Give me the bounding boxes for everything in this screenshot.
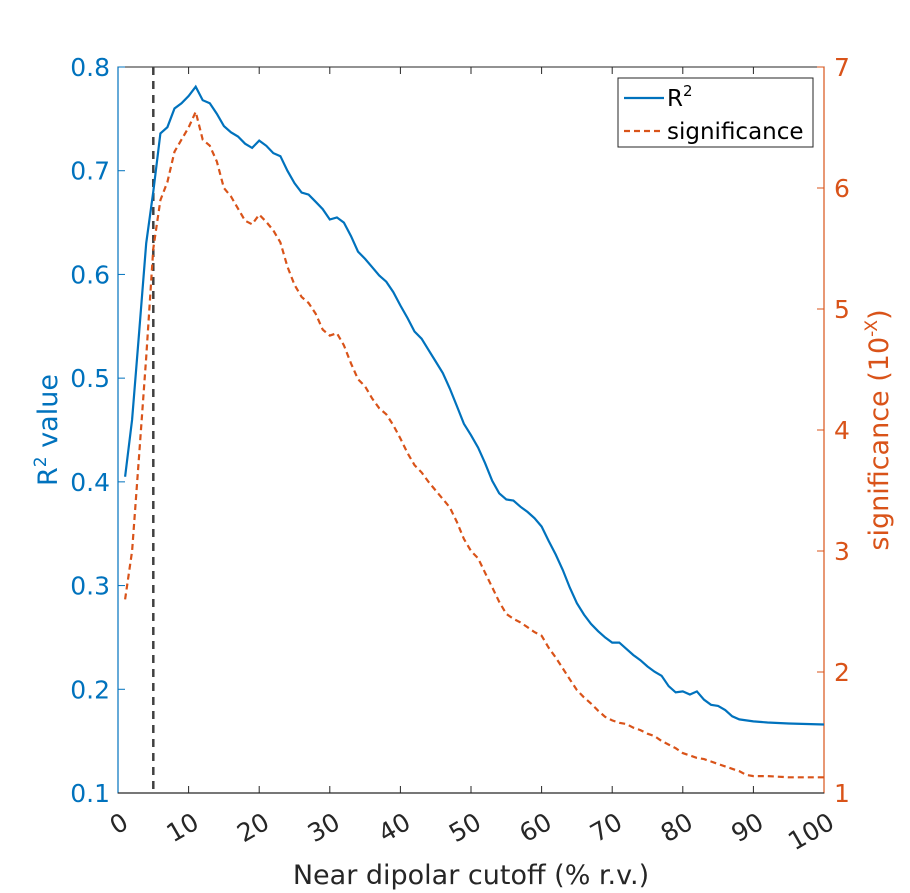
right-axis-label: significance (10-X) — [862, 309, 895, 550]
legend-box — [617, 77, 814, 148]
right-tick-label: 1 — [834, 779, 850, 808]
left-tick-label: 0.2 — [70, 675, 110, 704]
left-axis-ticks: 0.1 0.2 0.3 0.4 0.5 0.6 0.7 0.8 — [70, 53, 125, 808]
left-tick-label: 0.5 — [70, 364, 110, 393]
x-tick-label: 50 — [444, 807, 486, 848]
left-axis-label: R2 value — [31, 374, 64, 486]
left-tick-label: 0.4 — [70, 468, 110, 497]
right-axis-ticks: 1 2 3 4 5 6 7 — [817, 53, 850, 808]
left-tick-label: 0.6 — [70, 260, 110, 289]
x-tick-label: 10 — [162, 807, 204, 848]
right-tick-label: 6 — [834, 174, 850, 203]
right-tick-label: 4 — [834, 416, 850, 445]
legend: R2 significance — [617, 77, 814, 148]
left-tick-label: 0.8 — [70, 53, 110, 82]
legend-label-r2: R2 — [667, 82, 693, 112]
series-line-r2 — [124, 84, 825, 726]
left-tick-label: 0.1 — [70, 779, 110, 808]
plot-area — [117, 66, 825, 794]
x-tick-label: 90 — [726, 807, 768, 848]
legend-label-significance: significance — [667, 119, 804, 145]
series-line-significance — [124, 108, 824, 779]
x-tick-label: 70 — [585, 807, 627, 848]
x-tick-label: 0 — [105, 807, 133, 840]
x-axis-label: Near dipolar cutoff (% r.v.) — [293, 860, 649, 891]
x-tick-label: 60 — [515, 807, 557, 848]
right-tick-label: 5 — [834, 295, 850, 324]
x-tick-label: 80 — [656, 807, 698, 848]
left-tick-label: 0.3 — [70, 572, 110, 601]
x-tick-label: 100 — [783, 807, 839, 856]
right-tick-label: 2 — [834, 658, 850, 687]
left-tick-label: 0.7 — [70, 157, 110, 186]
x-tick-label: 30 — [303, 807, 345, 848]
x-tick-label: 20 — [232, 807, 274, 848]
x-tick-label: 40 — [373, 807, 415, 848]
right-tick-label: 7 — [834, 53, 850, 82]
right-tick-label: 3 — [834, 537, 850, 566]
